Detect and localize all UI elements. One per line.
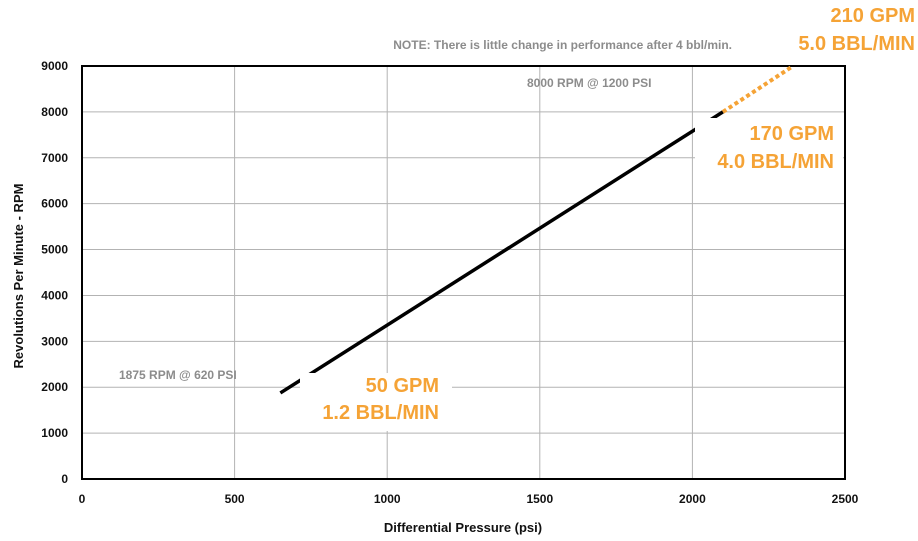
high-point-annotation: 8000 RPM @ 1200 PSI: [527, 76, 651, 90]
grid-lines: [82, 66, 845, 479]
flow-label-2-gpm: 170 GPM: [750, 123, 834, 145]
flow-label-2-backdrop: [695, 118, 843, 176]
flow-label-2-bbl: 4.0 BBL/MIN: [717, 151, 834, 173]
y-tick-label: 6000: [41, 197, 68, 211]
x-tick-label: 1000: [374, 492, 401, 506]
flow-label-1-gpm: 50 GPM: [366, 375, 439, 397]
x-tick-label: 500: [225, 492, 245, 506]
x-tick-label: 1500: [526, 492, 553, 506]
flow-label-3-gpm: 210 GPM: [831, 5, 915, 27]
x-axis-title: Differential Pressure (psi): [384, 520, 542, 535]
series-group: [279, 64, 795, 395]
performance-note: NOTE: There is little change in performa…: [393, 38, 732, 52]
y-tick-label: 3000: [41, 334, 68, 348]
y-tick-label: 2000: [41, 380, 68, 394]
y-tick-label: 5000: [41, 243, 68, 257]
flow-label-3-bbl: 5.0 BBL/MIN: [798, 33, 915, 55]
y-tick-label: 1000: [41, 426, 68, 440]
x-tick-label: 2500: [832, 492, 859, 506]
flow-label-1-bbl: 1.2 BBL/MIN: [322, 402, 439, 424]
y-tick-label: 9000: [41, 59, 68, 73]
y-tick-label: 4000: [41, 288, 68, 302]
y-tick-label: 0: [61, 472, 68, 486]
plot-frame: [81, 65, 846, 480]
low-point-annotation: 1875 RPM @ 620 PSI: [119, 368, 237, 382]
y-axis-title: Revolutions Per Minute - RPM: [11, 184, 26, 369]
y-tick-label: 7000: [41, 151, 68, 165]
x-tick-label: 0: [79, 492, 86, 506]
extrapolated-series-line: [721, 64, 795, 114]
rpm-series-line: [279, 110, 724, 395]
x-tick-label: 2000: [679, 492, 706, 506]
flow-label-1-backdrop: [300, 373, 452, 431]
x-axis-ticks: 0 500 1000 1500 2000 2500: [79, 492, 859, 506]
y-tick-label: 8000: [41, 105, 68, 119]
y-axis-ticks: 0 1000 2000 3000 4000 5000 6000 7000 8000 9000: [41, 59, 68, 486]
